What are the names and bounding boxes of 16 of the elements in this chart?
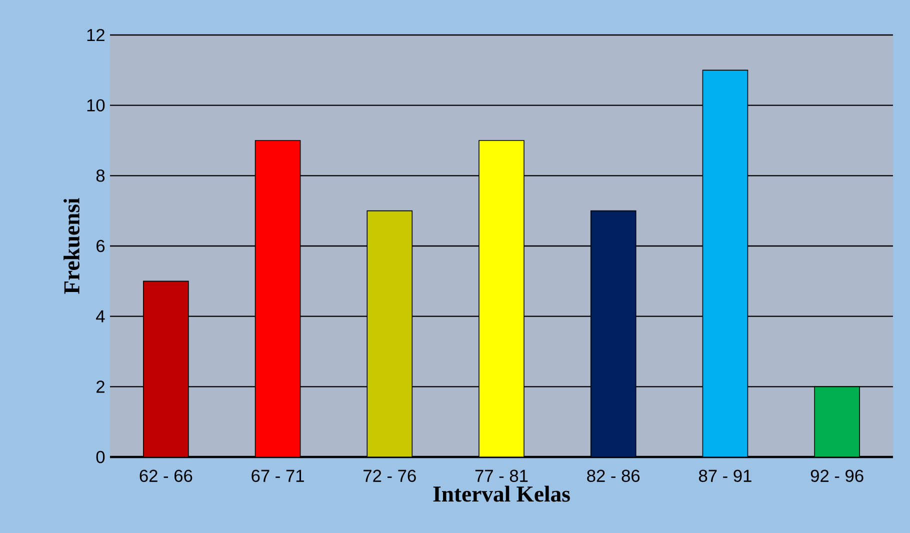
y-tick-label: 4 [96,310,105,322]
y-axis-title: Frekuensi [64,198,80,294]
y-tick-label: 10 [87,99,105,112]
x-tick-label: 92 - 96 [810,470,864,482]
x-axis-title: Interval Kelas [433,486,570,502]
x-tick-label: 72 - 76 [364,470,416,482]
y-tick-label: 6 [96,240,105,252]
y-tick-label: 12 [87,28,104,42]
x-tick-label: 67 - 71 [252,470,304,482]
y-tick-label: 0 [96,450,105,464]
y-tick-label: 8 [96,170,105,182]
x-tick-label: 82 - 86 [587,470,640,482]
y-tick-label: 2 [96,380,104,393]
x-tick-label: 77 - 81 [475,470,528,482]
x-tick-label: 62 - 66 [140,470,192,482]
x-tick-label: 87 - 91 [698,470,752,482]
